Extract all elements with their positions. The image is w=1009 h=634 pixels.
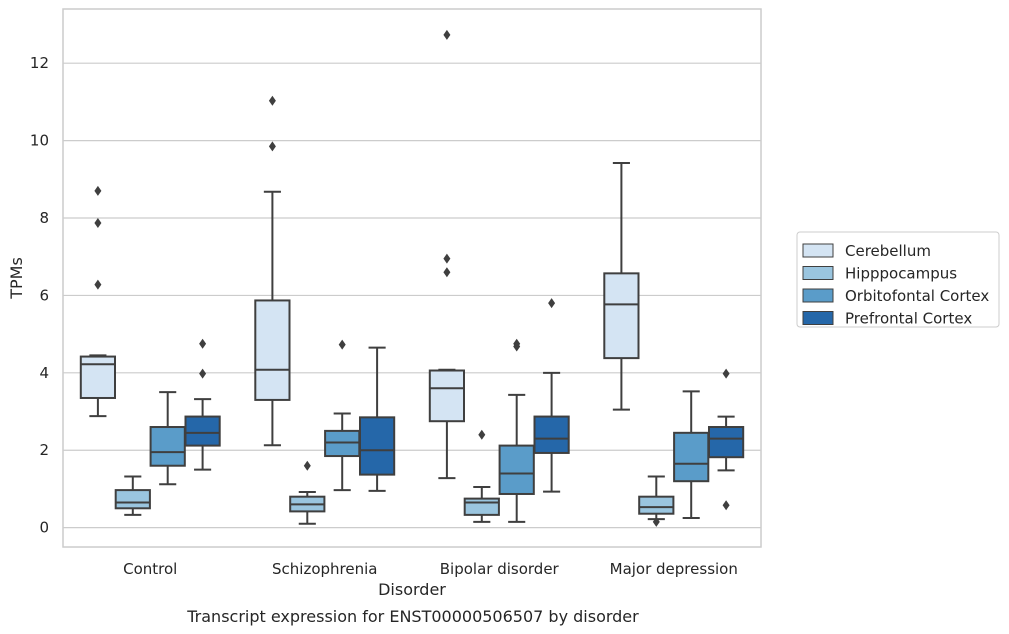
plot-area-frame: [62, 8, 762, 548]
outlier-point: [443, 267, 451, 278]
legend-label: Cerebellum: [845, 242, 931, 260]
outlier-point: [268, 95, 276, 106]
iqr-box: [498, 444, 535, 495]
outlier-point: [513, 341, 521, 352]
box-groups: [79, 29, 745, 527]
legend-label: Orbitofontal Cortex: [845, 287, 989, 305]
iqr-box: [79, 355, 117, 399]
outlier-point: [722, 500, 730, 511]
box-hipppocampus: [463, 429, 500, 523]
y-tick-label: 12: [30, 54, 49, 72]
box-hipppocampus: [114, 475, 151, 516]
iqr-box: [638, 495, 675, 515]
x-axis-ticks: Control Schizophrenia Bipolar disorder Majo…: [123, 560, 738, 578]
y-axis-ticks: 0 2 4 6 8 10 12: [30, 54, 49, 536]
y-axis-label: TPMs: [7, 257, 26, 300]
outlier-point: [94, 218, 102, 229]
iqr-box: [463, 497, 500, 516]
box-cerebellum: [428, 29, 466, 480]
legend-label: Hipppocampus: [845, 265, 957, 283]
legend-swatch: [802, 311, 834, 325]
iqr-box: [603, 272, 640, 360]
y-tick-label: 10: [30, 132, 49, 150]
y-tick-label: 0: [39, 519, 49, 537]
box-hipppocampus: [289, 460, 326, 525]
x-tick-label: Control: [123, 560, 177, 578]
outlier-point: [443, 29, 451, 40]
box-orbitofontal-cortex: [673, 390, 710, 519]
box-orbitofontal-cortex: [324, 339, 361, 492]
box-prefrontal-cortex: [358, 346, 396, 492]
legend-swatch: [802, 288, 834, 303]
box-orbitofontal-cortex: [498, 338, 535, 523]
outlier-point: [94, 185, 102, 196]
legend: Cerebellum Hipppocampus Orbitofontal Corte…: [796, 231, 1000, 328]
outlier-point: [199, 368, 207, 379]
iqr-box: [673, 431, 710, 483]
iqr-box: [114, 489, 151, 510]
chart-caption: Transcript expression for ENST0000050650…: [186, 607, 639, 626]
box-orbitofontal-cortex: [149, 391, 186, 486]
y-tick-label: 6: [39, 286, 49, 304]
box-cerebellum: [603, 162, 640, 411]
iqr-box: [149, 426, 186, 467]
iqr-box: [428, 369, 466, 423]
outlier-point: [722, 368, 730, 379]
x-axis-label: Disorder: [378, 580, 446, 599]
box-prefrontal-cortex: [707, 368, 745, 511]
outlier-point: [199, 338, 207, 349]
box-cerebellum: [254, 95, 291, 447]
iqr-box: [254, 299, 291, 401]
y-tick-label: 2: [39, 441, 49, 459]
box-prefrontal-cortex: [184, 338, 221, 471]
box-cerebellum: [79, 185, 117, 418]
legend-swatch: [802, 266, 834, 280]
box-prefrontal-cortex: [533, 298, 570, 493]
iqr-box: [358, 416, 396, 476]
iqr-box: [533, 415, 570, 454]
y-tick-label: 8: [39, 209, 49, 227]
iqr-box: [184, 415, 221, 447]
legend-frame: [796, 231, 1000, 328]
outlier-point: [338, 339, 346, 350]
legend-swatch: [802, 243, 834, 258]
legend-label: Prefrontal Cortex: [845, 310, 972, 328]
x-tick-label: Major depression: [610, 560, 738, 578]
outlier-point: [478, 429, 486, 440]
outlier-point: [268, 141, 276, 152]
iqr-box: [707, 426, 745, 459]
y-tick-label: 4: [39, 364, 49, 382]
x-tick-label: Bipolar disorder: [440, 560, 560, 578]
outlier-point: [303, 460, 311, 471]
x-tick-label: Schizophrenia: [272, 560, 377, 578]
outlier-point: [652, 516, 660, 527]
outlier-point: [443, 253, 451, 264]
box-hipppocampus: [638, 475, 675, 527]
outlier-point: [548, 298, 556, 309]
outlier-point: [94, 279, 102, 290]
